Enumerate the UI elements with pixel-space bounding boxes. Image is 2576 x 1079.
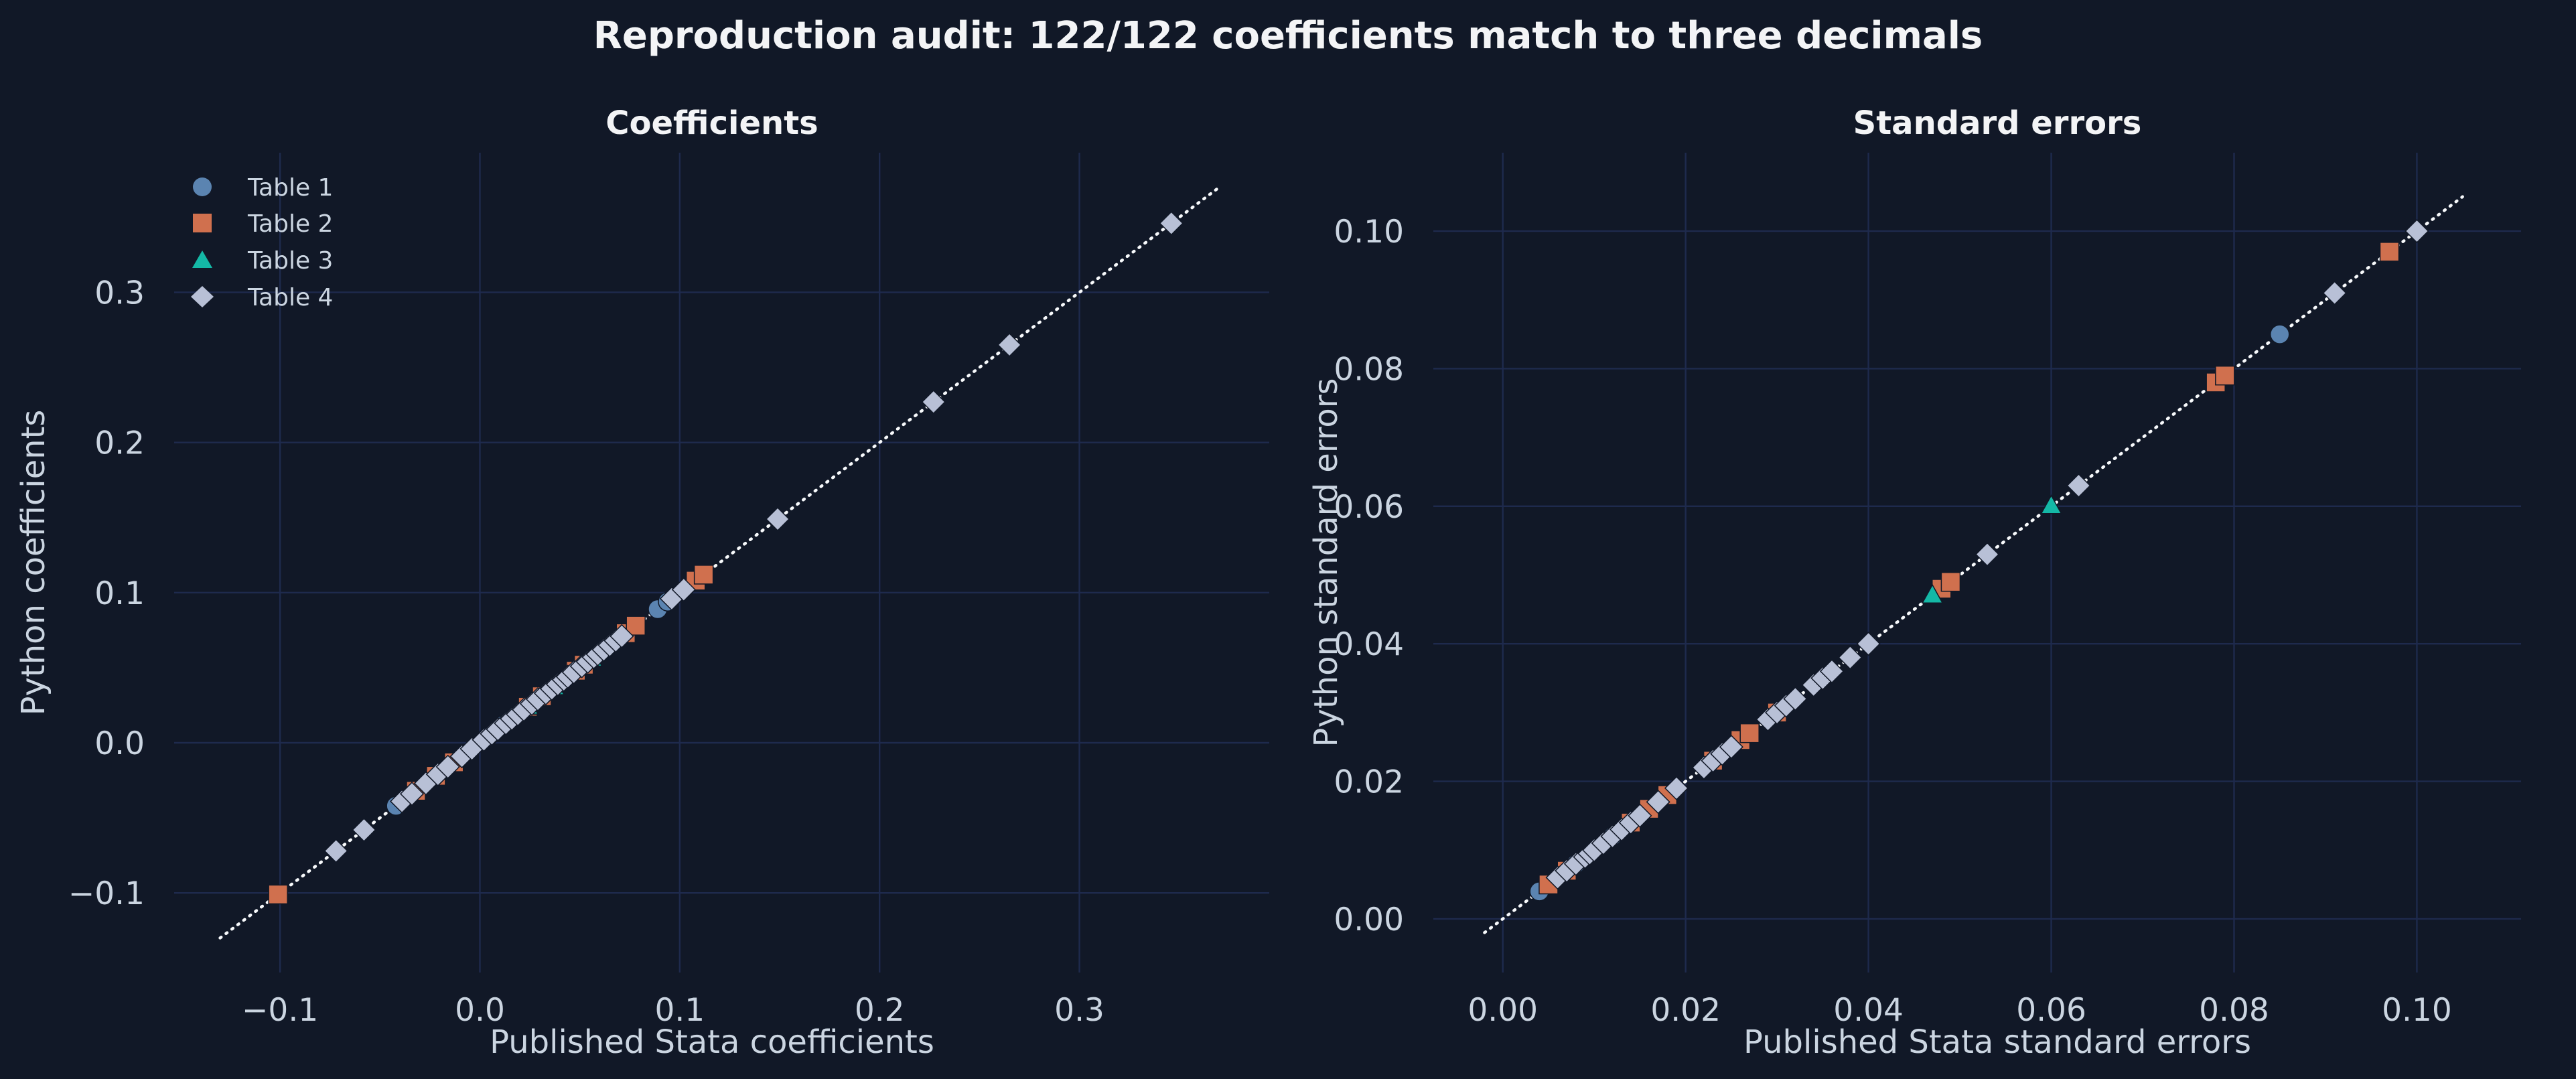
standard-errors-point-table-4: [2405, 218, 2429, 244]
standard-errors-x-tick-label: 0.00: [1468, 992, 1538, 1029]
standard-errors-panel: Standard errors Published Stata standard…: [1307, 104, 2521, 1061]
figure-title: Reproduction audit: 122/122 coefficients…: [593, 14, 1983, 58]
standard-errors-point-table-2: [1940, 572, 1961, 592]
standard-errors-point-table-3: [2040, 494, 2062, 514]
standard-errors-x-tick-label: 0.10: [2382, 992, 2452, 1029]
coefficients-y-tick-label: 0.3: [94, 275, 145, 311]
standard-errors-point-table-2: [2215, 365, 2235, 386]
legend-item-table-2: Table 2: [193, 210, 333, 238]
standard-errors-point-table-4: [1628, 803, 1652, 828]
standard-errors-tick-labels: 0.00 0.02 0.04 0.06 0.08 0.10 0.00 0.02 0.04 0.06…: [1334, 214, 2451, 1029]
coefficients-reference-line: [218, 186, 1221, 940]
standard-errors-grid: [1433, 153, 2521, 973]
coefficients-point-table-4: [765, 506, 790, 532]
coefficients-series-table-4: [324, 211, 1184, 863]
coefficients-x-axis-label: Published Stata coefficients: [490, 1023, 934, 1061]
legend-label-table-3: Table 3: [247, 247, 333, 275]
coefficients-x-tick-label: 0.1: [654, 992, 705, 1029]
standard-errors-x-tick-label: 0.08: [2199, 992, 2269, 1029]
standard-errors-points: [1529, 218, 2429, 902]
standard-errors-point-table-4: [1719, 735, 1743, 760]
standard-errors-series-table-4: [1545, 218, 2429, 890]
coefficients-grid: [174, 153, 1269, 973]
standard-errors-identity-line: [1483, 195, 2464, 934]
coefficients-point-table-2: [693, 565, 714, 585]
standard-errors-series-table-3: [1921, 494, 2062, 604]
legend-item-table-3: Table 3: [192, 247, 333, 275]
standard-errors-reference-line: [1483, 195, 2464, 934]
legend-item-table-4: Table 4: [191, 284, 333, 311]
standard-errors-y-axis-label: Python standard errors: [1307, 378, 1345, 747]
standard-errors-point-table-2: [2379, 242, 2400, 262]
coefficients-point-table-4: [399, 782, 425, 806]
coefficients-x-tick-label: 0.3: [1054, 992, 1104, 1029]
legend-marker-table-2: [193, 214, 212, 232]
standard-errors-y-tick-label: 0.04: [1334, 626, 1404, 663]
standard-errors-point-table-4: [1975, 542, 2000, 567]
coefficients-point-table-4: [1159, 211, 1184, 236]
coefficients-point-table-4: [997, 332, 1022, 358]
coefficients-y-axis-label: Python coefficients: [15, 410, 52, 716]
standard-errors-point-table-4: [1819, 659, 1845, 684]
standard-errors-panel-title: Standard errors: [1853, 104, 2142, 142]
standard-errors-x-tick-label: 0.06: [2016, 992, 2086, 1029]
legend-label-table-4: Table 4: [247, 284, 333, 311]
standard-errors-y-tick-label: 0.08: [1334, 351, 1404, 388]
standard-errors-point-table-4: [1838, 645, 1863, 670]
coefficients-x-tick-label: 0.2: [855, 992, 905, 1029]
standard-errors-point-table-4: [1783, 687, 1808, 711]
coefficients-x-tick-label: −0.1: [242, 992, 318, 1029]
legend-item-table-1: Table 1: [193, 174, 333, 202]
coefficients-tick-labels: −0.1 0.0 0.1 0.2 0.3 −0.1 0.0 0.1 0.2 0.3: [68, 275, 1104, 1029]
standard-errors-point-table-2: [1739, 723, 1760, 743]
standard-errors-x-axis-label: Published Stata standard errors: [1743, 1023, 2251, 1061]
coefficients-y-tick-label: 0.1: [94, 575, 145, 612]
standard-errors-y-tick-label: 0.10: [1334, 214, 1404, 250]
coefficients-point-table-4: [324, 839, 348, 863]
coefficients-panel: Coefficients Published Stata coefficient…: [15, 104, 1269, 1061]
standard-errors-point-table-4: [1664, 776, 1689, 800]
coefficients-points: [268, 211, 1184, 905]
standard-errors-y-tick-label: 0.00: [1334, 902, 1404, 938]
standard-errors-point-table-4: [1646, 790, 1670, 814]
standard-errors-point-table-4: [2322, 281, 2347, 305]
coefficients-point-table-4: [435, 754, 460, 779]
standard-errors-y-tick-label: 0.02: [1334, 764, 1404, 801]
coefficients-point-table-4: [352, 817, 376, 843]
coefficients-point-table-4: [610, 624, 634, 648]
standard-errors-point-table-3: [1921, 583, 1944, 604]
coefficients-identity-line: [218, 186, 1221, 940]
standard-errors-x-tick-label: 0.04: [1833, 992, 1904, 1029]
standard-errors-point-table-4: [1856, 632, 1881, 656]
standard-errors-point-table-4: [2066, 473, 2091, 498]
standard-errors-point-table-1: [2269, 324, 2290, 344]
legend-label-table-1: Table 1: [247, 174, 333, 202]
coefficients-y-tick-label: −0.1: [68, 875, 145, 912]
legend-marker-table-4: [191, 286, 214, 307]
coefficients-y-tick-label: 0.2: [94, 425, 145, 462]
legend: Table 1 Table 2 Table 3 Table 4: [191, 174, 333, 311]
coefficients-panel-title: Coefficients: [605, 104, 818, 142]
coefficients-y-tick-label: 0.0: [94, 725, 145, 762]
coefficients-x-tick-label: 0.0: [455, 992, 505, 1029]
legend-label-table-2: Table 2: [247, 210, 333, 238]
standard-errors-y-tick-label: 0.06: [1334, 489, 1404, 526]
coefficients-point-table-2: [268, 884, 288, 905]
coefficients-point-table-4: [671, 577, 696, 602]
standard-errors-x-tick-label: 0.02: [1650, 992, 1721, 1029]
legend-marker-table-3: [192, 250, 212, 268]
legend-marker-table-1: [193, 177, 212, 196]
coefficients-point-table-4: [921, 390, 946, 415]
